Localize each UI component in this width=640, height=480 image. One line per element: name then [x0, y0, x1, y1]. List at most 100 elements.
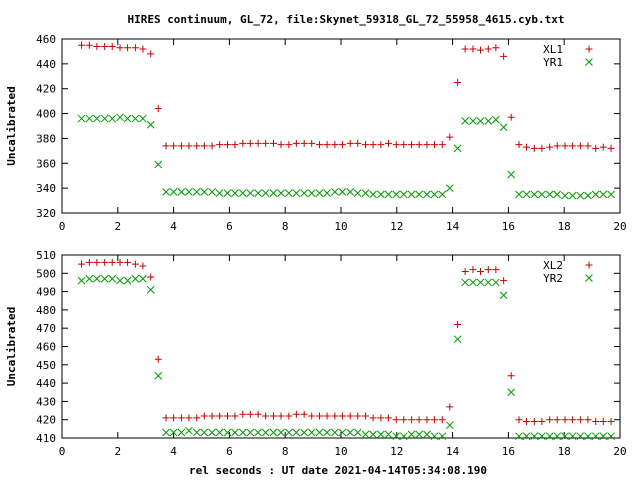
data-point-yr1	[269, 189, 278, 197]
data-point-xl1	[576, 142, 584, 150]
data-point-yr1	[476, 117, 485, 125]
data-point-yr2	[139, 274, 147, 283]
y-tick-label: 380	[36, 132, 56, 145]
data-point-yr1	[576, 191, 585, 200]
top-panel: 320 340 360 380 400 420 440 460 0 2 4 6 8 10 12 14 16 18 2…	[5, 33, 627, 233]
data-point-xl2	[323, 412, 331, 420]
data-point-yr1	[277, 189, 285, 197]
x-tick-label: 20	[613, 445, 626, 458]
y-axis-label: Uncalibrated	[5, 86, 18, 165]
data-point-yr2	[576, 432, 585, 441]
data-point-yr1	[399, 190, 408, 199]
data-point-yr2	[461, 278, 470, 287]
data-point-yr1	[131, 114, 140, 123]
data-point-xl1	[208, 142, 216, 150]
data-point-yr1	[491, 115, 500, 124]
data-point-yr1	[77, 114, 86, 123]
data-point-xl2	[147, 273, 155, 281]
data-point-yr1	[93, 114, 101, 123]
data-point-xl1	[492, 44, 500, 52]
data-point-yr2	[154, 371, 163, 380]
data-point-yr2	[192, 428, 201, 437]
y-tick-label: 480	[36, 304, 56, 317]
legend-label: YR2	[543, 272, 563, 285]
y-tick-label: 450	[36, 359, 56, 372]
data-point-yr1	[507, 170, 516, 179]
data-point-yr1	[108, 114, 117, 123]
data-point-yr1	[292, 189, 301, 197]
data-point-yr1	[146, 120, 155, 129]
data-point-yr2	[361, 430, 370, 439]
data-point-yr2	[384, 430, 393, 439]
legend-label: YR1	[543, 56, 563, 69]
data-point-yr2	[545, 432, 554, 441]
data-point-xl2	[484, 266, 492, 274]
x-tick-label: 18	[558, 220, 571, 233]
data-point-yr1	[200, 188, 209, 196]
data-point-xl2	[438, 416, 446, 424]
x-tick-label: 14	[446, 220, 460, 233]
data-point-xl1	[193, 142, 201, 150]
data-point-yr2	[423, 430, 431, 439]
data-point-yr2	[254, 428, 262, 437]
data-point-xl1	[162, 142, 170, 150]
data-point-yr1	[561, 191, 569, 200]
data-point-xl1	[553, 142, 561, 150]
bottom-panel: 410 420 430 440 450 460 470 480 490 500 510 0 2 4 6 8 10…	[5, 249, 627, 458]
data-point-xl2	[469, 266, 477, 274]
data-point-xl1	[377, 141, 385, 149]
data-point-yr2	[346, 428, 355, 437]
data-point-xl2	[292, 410, 300, 418]
data-point-yr2	[208, 428, 216, 437]
x-tick-label: 20	[613, 220, 626, 233]
y-tick-label: 460	[36, 341, 56, 354]
data-point-xl1	[354, 139, 362, 147]
data-point-xl2	[408, 416, 416, 424]
data-point-xl2	[139, 262, 147, 270]
data-point-yr1	[553, 190, 562, 199]
data-point-xl2	[392, 416, 400, 424]
data-point-yr2	[476, 278, 485, 287]
y-tick-label: 510	[36, 249, 56, 262]
data-point-xl1	[346, 139, 354, 147]
data-point-xl1	[131, 44, 139, 52]
data-point-xl1	[561, 142, 569, 150]
data-point-yr2	[584, 432, 592, 441]
data-point-yr1	[123, 114, 132, 123]
data-point-xl1	[308, 139, 316, 147]
data-point-yr2	[338, 428, 347, 437]
data-point-yr1	[353, 189, 362, 197]
data-point-xl1	[469, 45, 477, 53]
data-point-yr2	[507, 388, 516, 397]
data-point-xl2	[461, 267, 469, 275]
data-point-yr2	[77, 276, 86, 285]
data-point-xl2	[599, 418, 607, 426]
data-point-yr1	[154, 160, 163, 169]
data-point-xl2	[400, 416, 408, 424]
data-point-yr2	[469, 278, 477, 287]
data-point-xl1	[461, 45, 469, 53]
data-point-yr1	[484, 117, 493, 125]
data-point-yr2	[553, 432, 562, 441]
data-point-yr2	[591, 432, 600, 441]
data-point-xl2	[277, 412, 285, 420]
data-point-xl2	[185, 414, 193, 422]
data-point-yr1	[607, 190, 615, 199]
data-point-yr2	[108, 274, 117, 283]
data-point-yr1	[223, 189, 232, 197]
data-point-xl1	[154, 105, 162, 113]
data-point-yr1	[430, 190, 439, 199]
data-point-xl2	[477, 267, 484, 275]
data-point-xl2	[553, 416, 561, 424]
data-point-yr1	[522, 190, 531, 199]
data-point-yr2	[369, 430, 377, 439]
data-point-yr2	[277, 428, 285, 437]
data-point-xl1	[231, 141, 239, 149]
data-point-xl1	[538, 144, 546, 152]
data-point-xl2	[177, 414, 185, 422]
x-tick-label: 12	[390, 220, 403, 233]
x-tick-label: 6	[226, 445, 233, 458]
data-point-yr1	[192, 188, 201, 196]
data-point-yr2	[131, 274, 140, 283]
data-point-yr2	[561, 432, 569, 441]
